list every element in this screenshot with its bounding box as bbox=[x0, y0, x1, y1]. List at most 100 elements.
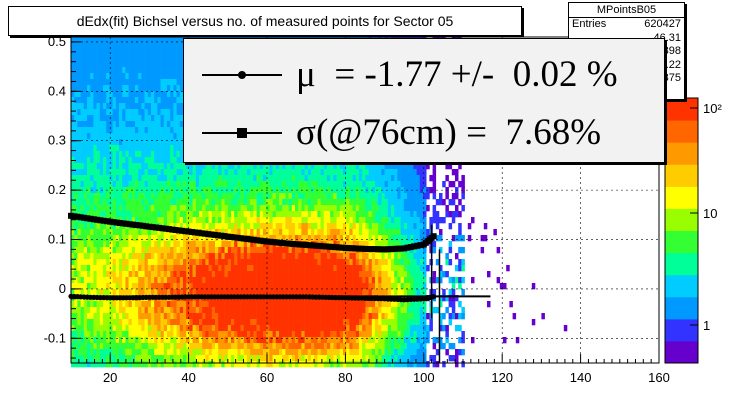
heatmap-cell bbox=[90, 109, 94, 116]
heatmap-cell bbox=[247, 355, 251, 362]
heatmap-cell bbox=[141, 361, 145, 368]
heatmap-cell bbox=[234, 259, 238, 266]
heatmap-cell bbox=[93, 241, 97, 248]
heatmap-cell bbox=[266, 247, 270, 254]
heatmap-cell bbox=[115, 325, 120, 332]
heatmap-cell bbox=[311, 163, 315, 170]
heatmap-cell bbox=[83, 259, 88, 266]
heatmap-cell bbox=[269, 355, 273, 362]
heatmap-cell bbox=[96, 325, 101, 332]
heatmap-cell bbox=[339, 283, 344, 290]
heatmap-cell bbox=[227, 205, 232, 212]
heatmap-cell bbox=[93, 277, 97, 284]
heatmap-cell bbox=[74, 73, 78, 80]
heatmap-cell bbox=[314, 223, 318, 230]
heatmap-cell bbox=[80, 271, 85, 278]
heatmap-cell bbox=[154, 259, 158, 266]
heatmap-cell bbox=[125, 319, 129, 326]
heatmap-cell bbox=[147, 343, 152, 350]
heatmap-cell bbox=[240, 229, 245, 236]
heatmap-cell bbox=[176, 247, 181, 254]
heatmap-cell bbox=[77, 85, 81, 92]
heatmap-cell bbox=[192, 199, 197, 206]
heatmap-cell bbox=[295, 343, 299, 350]
heatmap-cell bbox=[189, 289, 193, 296]
heatmap-cell bbox=[147, 307, 152, 314]
heatmap-cell bbox=[221, 181, 225, 188]
heatmap-cell bbox=[272, 187, 277, 194]
heatmap-cell bbox=[291, 163, 296, 170]
heatmap-cell bbox=[349, 325, 353, 332]
heatmap-cell bbox=[147, 49, 152, 56]
heatmap-cell bbox=[96, 139, 101, 146]
heatmap-cell bbox=[167, 151, 171, 158]
heatmap-cell bbox=[173, 313, 177, 320]
heatmap-cell bbox=[112, 175, 117, 182]
heatmap-cell bbox=[311, 247, 315, 254]
heatmap-cell bbox=[259, 289, 264, 296]
heatmap-cell bbox=[359, 181, 363, 188]
heatmap-cell bbox=[314, 307, 318, 314]
heatmap-cell bbox=[323, 223, 328, 230]
heatmap-cell bbox=[93, 85, 97, 92]
heatmap-cell bbox=[343, 325, 347, 332]
heatmap-cell bbox=[183, 307, 187, 314]
heatmap-cell bbox=[266, 235, 270, 242]
heatmap-cell bbox=[250, 301, 254, 308]
heatmap-cell bbox=[269, 175, 273, 182]
heatmap-cell bbox=[103, 61, 107, 68]
heatmap-cell bbox=[243, 205, 248, 212]
heatmap-cell bbox=[167, 169, 171, 176]
heatmap-cell bbox=[250, 313, 254, 320]
heatmap-cell bbox=[330, 175, 334, 182]
heatmap-cell bbox=[295, 325, 299, 332]
heatmap-cell bbox=[323, 307, 328, 314]
heatmap-cell bbox=[106, 67, 110, 74]
heatmap-cell bbox=[119, 205, 123, 212]
heatmap-cell bbox=[295, 289, 299, 296]
heatmap-cell bbox=[90, 151, 94, 158]
heatmap-cell bbox=[237, 229, 241, 236]
heatmap-cell bbox=[115, 265, 120, 272]
heatmap-cell bbox=[234, 265, 238, 272]
heatmap-cell bbox=[106, 265, 110, 272]
heatmap-cell bbox=[103, 235, 107, 242]
heatmap-cell bbox=[154, 325, 158, 332]
heatmap-cell bbox=[195, 337, 200, 344]
heatmap-cell bbox=[339, 355, 344, 362]
heatmap-cell bbox=[128, 115, 133, 122]
heatmap-cell bbox=[138, 247, 142, 254]
heatmap-cell bbox=[167, 271, 171, 278]
heatmap-cell bbox=[125, 79, 129, 86]
heatmap-cell bbox=[151, 151, 155, 158]
heatmap-cell bbox=[135, 229, 139, 236]
heatmap-cell bbox=[285, 331, 289, 338]
heatmap-cell bbox=[115, 283, 120, 290]
heatmap-cell bbox=[330, 253, 334, 260]
heatmap-cell bbox=[263, 265, 267, 272]
heatmap-cell bbox=[115, 259, 120, 266]
heatmap-cell bbox=[243, 283, 248, 290]
heatmap-cell bbox=[221, 241, 225, 248]
heatmap-cell bbox=[359, 211, 363, 218]
heatmap-cell bbox=[157, 331, 161, 338]
heatmap-cell bbox=[311, 313, 315, 320]
heatmap-cell bbox=[304, 253, 309, 260]
heatmap-cell bbox=[199, 205, 203, 212]
heatmap-cell bbox=[224, 343, 229, 350]
heatmap-cell bbox=[80, 43, 85, 50]
heatmap-cell bbox=[314, 337, 318, 344]
heatmap-cell bbox=[103, 349, 107, 356]
heatmap-cell bbox=[301, 175, 305, 182]
heatmap-cell bbox=[359, 193, 363, 200]
heatmap-cell bbox=[87, 193, 91, 200]
heatmap-cell bbox=[288, 187, 293, 194]
heatmap-cell bbox=[163, 115, 168, 122]
heatmap-cell bbox=[106, 43, 110, 50]
heatmap-cell bbox=[327, 349, 331, 356]
heatmap-cell bbox=[256, 265, 261, 272]
heatmap-cell bbox=[170, 85, 174, 92]
heatmap-cell bbox=[243, 319, 248, 326]
heatmap-cell bbox=[304, 325, 309, 332]
heatmap-cell bbox=[327, 361, 331, 368]
